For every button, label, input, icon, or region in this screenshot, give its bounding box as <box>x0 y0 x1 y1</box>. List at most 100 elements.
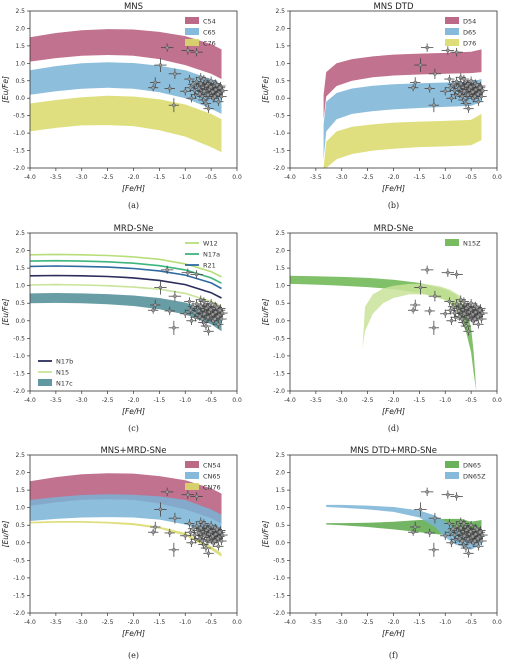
point-marker <box>186 492 190 497</box>
point-marker <box>200 94 205 99</box>
data-point <box>190 492 203 501</box>
point-marker <box>479 539 484 543</box>
plot-area <box>323 43 488 168</box>
data-point <box>450 492 463 501</box>
data-point <box>463 104 474 113</box>
legend-label: D54 <box>463 18 476 26</box>
x-tick-label: -3.0 <box>76 619 88 626</box>
point-marker <box>198 519 203 524</box>
point-marker <box>448 530 453 535</box>
data-point <box>193 84 204 93</box>
panel-title: MRD-SNe <box>114 224 154 234</box>
point-marker <box>200 539 205 543</box>
data-point <box>184 74 195 84</box>
point-marker <box>209 78 213 83</box>
point-marker <box>464 101 468 106</box>
y-tick-label: 0.0 <box>275 540 285 547</box>
point-marker <box>192 533 197 537</box>
x-tick-label: -1.0 <box>179 174 191 181</box>
data-point <box>191 521 202 531</box>
data-point <box>203 327 214 336</box>
x-tick-label: -3.5 <box>50 174 62 181</box>
y-axis-label: [Eu/Fe] <box>1 521 10 548</box>
point-marker <box>202 299 206 304</box>
point-marker <box>218 308 222 313</box>
x-tick-label: -0.5 <box>205 397 217 404</box>
y-tick-label: 1.0 <box>15 60 25 67</box>
data-point <box>446 538 457 547</box>
data-point <box>211 303 222 312</box>
point-marker <box>457 536 462 541</box>
y-tick-label: -2.0 <box>13 610 25 617</box>
point-marker <box>470 90 475 94</box>
legend-label: N17b <box>56 358 73 366</box>
data-point <box>460 321 472 331</box>
y-axis-label: [Eu/Fe] <box>261 521 270 548</box>
data-point <box>469 536 480 546</box>
point-marker <box>478 308 482 313</box>
point-marker <box>466 92 470 97</box>
point-marker <box>192 311 197 315</box>
x-tick-label: 0.0 <box>492 174 502 181</box>
series-band-unlabeled <box>362 283 461 349</box>
point-marker <box>456 309 461 313</box>
point-marker <box>425 490 429 494</box>
point-marker <box>189 540 194 545</box>
data-point <box>407 306 419 314</box>
data-point <box>207 532 218 541</box>
data-point <box>213 542 224 551</box>
point-marker <box>446 492 450 497</box>
data-point <box>453 84 464 93</box>
point-marker <box>165 490 169 494</box>
data-point <box>473 320 484 329</box>
point-marker <box>476 314 480 319</box>
point-marker <box>466 106 471 111</box>
point-marker <box>452 311 457 315</box>
y-tick-label: 0.0 <box>15 95 25 102</box>
series-band-C76 <box>30 95 222 153</box>
y-tick-label: -1.0 <box>13 575 25 582</box>
point-marker <box>466 551 471 556</box>
legend-swatch <box>445 239 459 246</box>
point-marker <box>215 83 219 87</box>
point-marker <box>215 527 219 532</box>
point-marker <box>480 533 485 537</box>
data-point <box>181 268 195 277</box>
panel-title: MNS+MRD-SNe <box>100 446 166 456</box>
point-marker <box>206 92 210 97</box>
data-point <box>449 530 460 540</box>
data-point <box>445 528 456 537</box>
point-marker <box>432 103 436 107</box>
point-marker <box>452 88 457 93</box>
y-tick-label: -2.0 <box>273 610 285 617</box>
point-marker <box>458 304 463 308</box>
point-marker <box>209 301 213 306</box>
data-point <box>213 97 224 106</box>
data-point <box>477 530 488 540</box>
point-marker <box>191 82 195 87</box>
legend-label: CN76 <box>203 484 221 492</box>
point-marker <box>173 294 177 299</box>
x-axis-label: [Fe/H] <box>382 407 405 416</box>
legend-label: D76 <box>463 40 476 48</box>
data-point <box>198 519 210 528</box>
data-point <box>164 84 175 93</box>
series-line-R21 <box>30 265 222 290</box>
point-marker <box>218 530 222 535</box>
x-tick-label: -0.5 <box>465 174 477 181</box>
data-point <box>147 528 159 536</box>
y-tick-label: 2.0 <box>15 470 25 477</box>
data-point <box>191 299 202 309</box>
x-tick-label: -3.0 <box>336 619 348 626</box>
point-marker <box>411 530 415 535</box>
y-tick-label: 0.0 <box>275 318 285 325</box>
point-marker <box>462 299 466 304</box>
point-marker <box>189 96 194 101</box>
point-marker <box>443 89 448 94</box>
point-marker <box>204 324 208 328</box>
point-marker <box>198 304 203 308</box>
series-band-N17c <box>30 293 222 332</box>
data-point <box>445 306 456 315</box>
point-marker <box>153 525 158 529</box>
panel-b: -4.0 -3.5 -3.0 -2.5 -2.0 -1.5 -1.0 -0.5 0.0 -2.0 -… <box>261 2 502 210</box>
